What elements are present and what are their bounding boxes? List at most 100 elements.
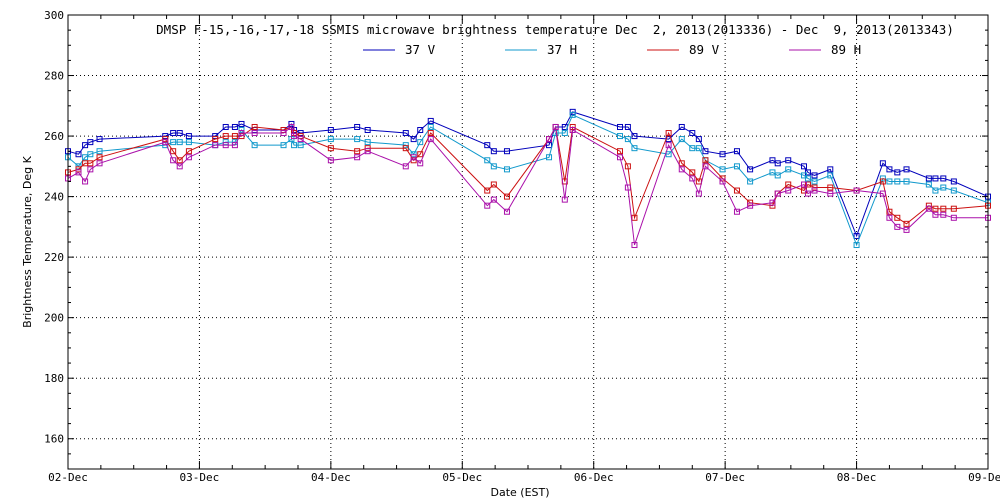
data-point-37-v (546, 142, 553, 149)
x-tick-label: 09-Dec (968, 471, 1000, 484)
data-point-37-v (678, 123, 685, 130)
data-point-37-v (364, 127, 371, 134)
data-point-89-v (427, 130, 434, 137)
data-point-89-h (886, 214, 893, 221)
data-point-37-v (894, 169, 901, 176)
data-point-89-h (785, 187, 792, 194)
series-line-89-v (67, 125, 989, 225)
data-point-89-h (769, 199, 776, 206)
legend-label: 89 V (689, 42, 720, 57)
data-point-89-v (185, 148, 192, 155)
chart-title: DMSP F-15,-16,-17,-18 SSMIS microwave br… (156, 22, 954, 37)
data-point-37-h (811, 178, 818, 185)
data-point-37-v (886, 166, 893, 173)
y-tick-label: 260 (44, 130, 64, 143)
data-point-89-h (719, 178, 726, 185)
data-point-37-v (75, 151, 82, 158)
data-point-37-v (774, 160, 781, 167)
data-point-37-v (940, 175, 947, 182)
data-point-37-h (297, 142, 304, 149)
y-tick-label: 300 (44, 9, 64, 22)
data-point-89-v (503, 193, 510, 200)
data-point-89-h (87, 166, 94, 173)
grid-lines (68, 15, 988, 469)
data-point-37-h (853, 242, 860, 249)
data-point-37-v (811, 172, 818, 179)
data-point-89-v (665, 130, 672, 137)
data-point-37-h (903, 178, 910, 185)
series-89-h (65, 123, 991, 249)
data-point-89-v (417, 151, 424, 158)
data-point-89-v (624, 163, 631, 170)
data-point-37-v (747, 166, 754, 173)
data-point-89-v (804, 181, 811, 188)
data-point-89-h (827, 190, 834, 197)
data-point-37-v (702, 148, 709, 155)
data-point-37-v (903, 166, 910, 173)
data-point-37-v (96, 136, 103, 143)
data-point-89-v (354, 148, 361, 155)
y-tick-label: 280 (44, 70, 64, 83)
data-point-89-h (678, 166, 685, 173)
data-point-89-h (82, 178, 89, 185)
data-point-37-v (719, 151, 726, 158)
data-point-89-v (689, 169, 696, 176)
data-point-37-v (879, 160, 886, 167)
data-point-89-h (801, 181, 807, 188)
data-point-37-v (853, 232, 860, 239)
data-point-37-v (82, 142, 89, 149)
data-point-37-h (170, 139, 177, 146)
data-point-37-h (774, 172, 781, 179)
data-point-89-v (251, 123, 258, 130)
data-point-89-v (484, 187, 491, 194)
x-tick-label: 03-Dec (180, 471, 220, 484)
data-point-89-h (894, 223, 901, 230)
legend-label: 89 H (831, 42, 861, 57)
data-point-37-h (695, 145, 702, 152)
data-point-37-v (490, 148, 497, 155)
data-point-89-v (212, 136, 219, 143)
data-point-89-v (903, 220, 910, 227)
x-tick-label: 02-Dec (48, 471, 88, 484)
data-point-89-v (631, 214, 638, 221)
data-point-89-v (879, 178, 886, 185)
data-point-37-h (631, 145, 638, 152)
data-point-37-v (484, 142, 491, 149)
data-point-37-h (827, 172, 834, 179)
data-point-37-h (894, 178, 901, 185)
data-point-37-v (410, 136, 417, 143)
data-point-37-v (733, 148, 740, 155)
data-point-89-h (327, 157, 334, 164)
legend-label: 37 H (547, 42, 577, 57)
data-point-37-v (617, 123, 623, 130)
data-point-37-h (251, 142, 258, 149)
data-point-89-h (569, 127, 576, 134)
data-point-89-h (185, 154, 192, 161)
data-point-89-h (490, 196, 497, 203)
data-point-89-h (702, 163, 709, 170)
data-point-37-v (801, 163, 807, 170)
data-point-37-v (222, 123, 229, 130)
data-point-89-h (617, 154, 623, 161)
series-layer (65, 108, 991, 249)
legend: 37 V 37 H 89 V 89 H (363, 42, 861, 57)
data-point-89-h (222, 142, 229, 149)
data-point-37-v (503, 148, 510, 155)
data-point-89-h (950, 214, 957, 221)
data-point-37-h (546, 154, 553, 161)
data-point-37-h (719, 166, 726, 173)
legend-item-89-v: 89 V (647, 42, 720, 57)
data-point-37-h (327, 136, 334, 143)
data-point-89-h (811, 187, 818, 194)
data-point-89-h (747, 202, 754, 209)
data-point-89-v (894, 214, 901, 221)
x-tick-label: 04-Dec (311, 471, 351, 484)
data-point-89-h (170, 157, 177, 164)
data-point-89-h (280, 130, 287, 137)
data-point-89-h (251, 130, 258, 137)
data-point-89-h (561, 196, 568, 203)
data-point-89-h (297, 136, 304, 143)
data-point-89-h (402, 163, 409, 170)
data-point-37-h (87, 151, 94, 158)
